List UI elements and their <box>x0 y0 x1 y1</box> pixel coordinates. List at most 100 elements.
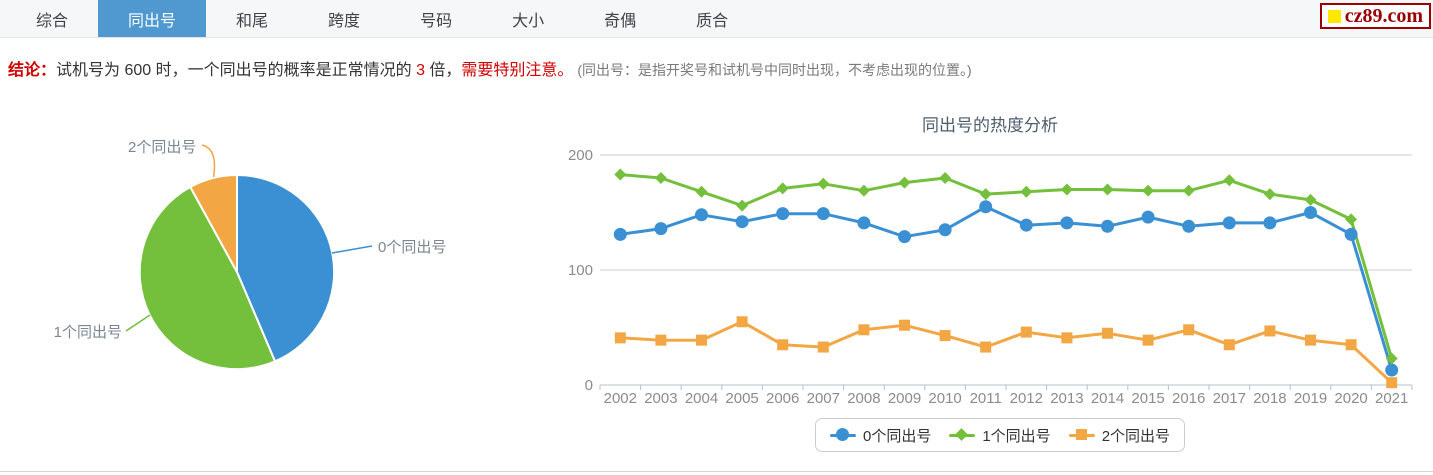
data-point-2-14 <box>1183 324 1195 336</box>
bottom-divider <box>0 471 1433 472</box>
data-point-1-15 <box>1223 174 1236 187</box>
data-point-2-10 <box>1020 326 1032 338</box>
tab-item-4[interactable]: 号码 <box>420 12 453 30</box>
data-point-0-6 <box>857 216 871 230</box>
data-point-0-17 <box>1304 206 1317 219</box>
data-point-1-1 <box>654 172 667 184</box>
data-point-1-11 <box>1060 183 1073 196</box>
tab-item-0[interactable]: 综合 <box>36 12 69 30</box>
legend-item-2[interactable]: 2个同出号 <box>1068 425 1171 446</box>
data-point-1-2 <box>695 185 708 198</box>
data-point-0-19 <box>1385 363 1399 377</box>
data-point-1-8 <box>939 172 952 184</box>
data-point-1-17 <box>1304 193 1317 206</box>
conclusion-text-normal: 倍， <box>424 62 462 79</box>
data-point-2-12 <box>1102 327 1113 339</box>
pie-chart: 0个同出号 1个同出号 2个同出号 <box>54 139 446 371</box>
data-point-2-18 <box>1345 339 1357 351</box>
x-tick-label-2014: 2014 <box>1091 390 1124 407</box>
x-tick-label-2020: 2020 <box>1334 390 1367 407</box>
data-point-1-7 <box>898 176 911 189</box>
data-point-1-4 <box>776 182 789 195</box>
legend-item-1[interactable]: 1个同出号 <box>949 425 1051 446</box>
y-tick-label-0: 0 <box>585 377 593 394</box>
legend-diamond-icon <box>949 428 976 442</box>
pie-leader-line-0 <box>331 245 373 254</box>
data-point-1-18 <box>1345 213 1358 226</box>
data-point-2-1 <box>655 334 667 346</box>
data-point-0-2 <box>695 208 708 222</box>
chart-legend: 0个同出号 1个同出号 2个同出号 <box>815 418 1186 452</box>
line-chart-title: 同出号的热度分析 <box>922 116 1058 135</box>
pie-leader-line-1 <box>125 314 151 332</box>
conclusion-text-note: (同出号：是指开奖号和试机号中同时出现，不考虑出现的位置。) <box>573 62 972 78</box>
data-point-1-5 <box>817 177 830 190</box>
data-point-1-14 <box>1182 184 1195 197</box>
x-tick-label-2007: 2007 <box>807 390 840 407</box>
series-line-2 <box>618 320 1394 385</box>
data-point-0-13 <box>1141 210 1155 224</box>
x-tick-label-2004: 2004 <box>685 390 718 407</box>
x-tick-label-2005: 2005 <box>725 390 758 407</box>
data-point-1-16 <box>1263 188 1276 201</box>
tab-bar: 综合 同出号 和尾 跨度 号码 大小 奇偶 质合 <box>0 0 1433 38</box>
data-point-1-9 <box>979 188 992 201</box>
data-point-0-11 <box>1060 216 1074 230</box>
x-tick-label-2015: 2015 <box>1131 390 1164 407</box>
data-point-0-9 <box>979 200 993 214</box>
tab-item-5[interactable]: 大小 <box>512 12 545 30</box>
y-tick-label-100: 100 <box>568 262 593 279</box>
x-tick-label-2016: 2016 <box>1172 390 1205 407</box>
site-logo[interactable]: cz89.com <box>1319 3 1431 29</box>
legend-item-0[interactable]: 0个同出号 <box>830 425 931 446</box>
data-point-0-15 <box>1222 216 1236 230</box>
data-point-2-9 <box>980 341 992 353</box>
data-point-0-16 <box>1263 216 1277 230</box>
tab-item-1[interactable]: 同出号 <box>98 0 207 37</box>
logo-text: cz89.com <box>1344 5 1423 27</box>
data-point-1-6 <box>857 184 870 197</box>
tab-item-7[interactable]: 质合 <box>696 12 729 30</box>
conclusion-text-label: 结论： <box>8 62 57 79</box>
data-point-0-18 <box>1344 227 1358 241</box>
legend-label-0: 0个同出号 <box>863 427 932 445</box>
conclusion-bar: 结论：试机号为 600 时，一个同出号的概率是正常情况的 3 倍，需要特别注意。… <box>0 39 1433 89</box>
data-point-2-19 <box>1386 377 1398 389</box>
data-point-0-12 <box>1101 219 1114 233</box>
x-tick-label-2006: 2006 <box>766 390 799 407</box>
tab-item-2[interactable]: 和尾 <box>236 12 269 30</box>
legend-marker-shape <box>955 428 969 441</box>
x-tick-label-2013: 2013 <box>1050 390 1083 407</box>
data-point-2-2 <box>696 334 707 346</box>
data-point-0-5 <box>816 207 830 221</box>
x-tick-label-2012: 2012 <box>1010 390 1043 407</box>
data-point-0-14 <box>1182 219 1196 233</box>
x-tick-label-2009: 2009 <box>888 390 921 407</box>
tab-item-6[interactable]: 奇偶 <box>604 12 637 30</box>
x-tick-label-2019: 2019 <box>1294 390 1327 407</box>
series-line-0 <box>618 205 1394 372</box>
pie-slice-2[interactable] <box>188 173 238 273</box>
conclusion-text-normal: 试机号为 600 时，一个同出号的概率是正常情况的 <box>56 62 417 79</box>
data-point-1-13 <box>1142 184 1155 197</box>
data-point-1-0 <box>614 168 627 181</box>
tab-item-3[interactable]: 跨度 <box>328 12 361 30</box>
y-tick-label-200: 200 <box>568 147 593 164</box>
legend-label-1: 1个同出号 <box>982 427 1051 445</box>
data-point-0-1 <box>654 222 668 236</box>
data-point-0-8 <box>938 223 952 237</box>
x-tick-label-2011: 2011 <box>970 390 1002 407</box>
legend-square-icon <box>1068 428 1095 442</box>
data-point-2-7 <box>899 319 910 331</box>
x-tick-label-2018: 2018 <box>1253 390 1286 407</box>
conclusion-text-red: 3 <box>416 62 425 79</box>
data-point-2-16 <box>1264 325 1276 337</box>
pie-leader-line-2 <box>201 144 216 178</box>
data-point-0-0 <box>613 227 627 241</box>
x-tick-label-2021: 2021 <box>1375 390 1408 407</box>
data-point-1-3 <box>736 199 749 212</box>
x-tick-label-2003: 2003 <box>644 390 677 407</box>
logo-square-icon <box>1327 9 1341 23</box>
data-point-2-0 <box>614 332 626 344</box>
legend-label-2: 2个同出号 <box>1101 427 1171 445</box>
